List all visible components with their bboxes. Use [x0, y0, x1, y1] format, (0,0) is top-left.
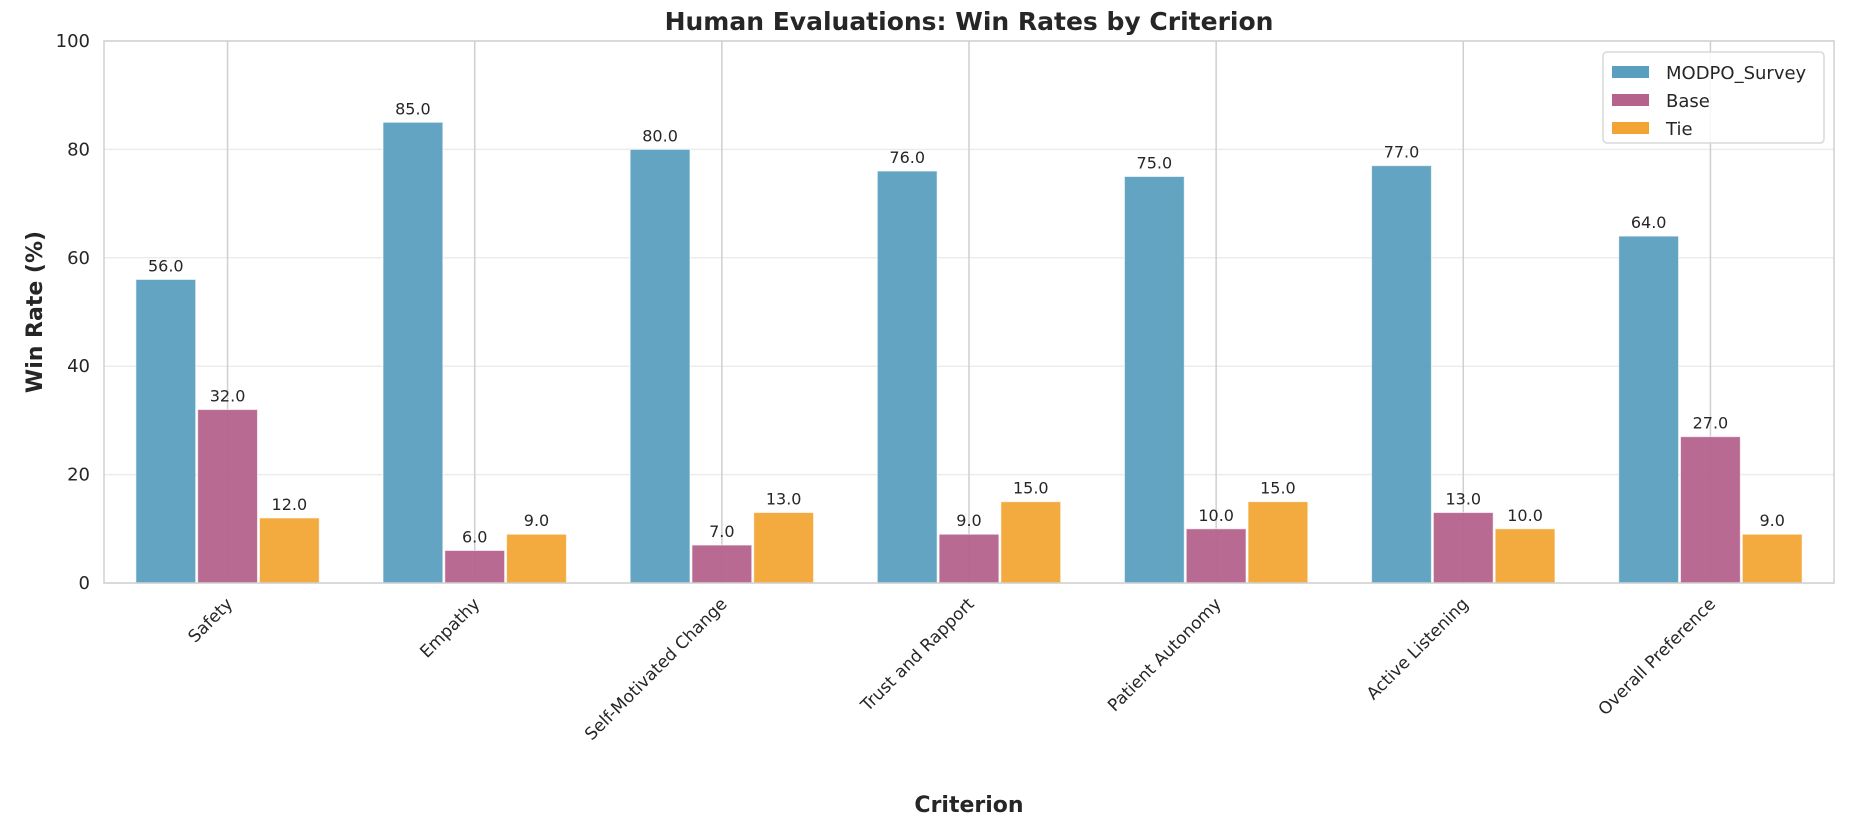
data-label: 27.0 [1693, 414, 1729, 433]
data-label: 9.0 [1759, 511, 1784, 530]
plot-frame [103, 40, 1835, 584]
legend: MODPO_Survey Base Tie [1602, 51, 1825, 144]
data-label: 9.0 [956, 511, 981, 530]
data-label: 77.0 [1384, 143, 1420, 162]
legend-label: Base [1666, 91, 1710, 112]
x-tick-label: Empathy [416, 594, 484, 662]
y-tick-label: 0 [79, 573, 90, 594]
bar-modpo-survey [629, 148, 691, 584]
legend-swatch-modpo-survey [1612, 66, 1649, 78]
grid [104, 40, 1834, 584]
legend-label: Tie [1665, 119, 1693, 140]
x-axis-label: Criterion [914, 793, 1023, 818]
x-tick-label: Safety [185, 594, 238, 647]
bar-base [444, 549, 506, 584]
bar-tie [506, 533, 567, 584]
x-tick-labels: Safety Empathy Self-Motivated Change Trust … [185, 594, 1720, 744]
legend-label: MODPO_Survey [1666, 63, 1807, 84]
bar-base [1432, 512, 1494, 584]
data-label: 12.0 [272, 495, 308, 514]
x-tick-label: Self-Motivated Change [581, 594, 731, 744]
data-label: 75.0 [1137, 154, 1173, 173]
legend-swatch-base [1612, 94, 1649, 106]
y-tick-label: 60 [67, 248, 90, 269]
data-label: 7.0 [709, 522, 734, 541]
bar-tie [1494, 528, 1556, 584]
x-tick-label: Active Listening [1363, 594, 1473, 704]
bar-tie [1741, 533, 1803, 584]
data-label: 76.0 [889, 148, 925, 167]
bar-tie [258, 517, 320, 584]
data-label: 13.0 [766, 490, 802, 509]
y-tick-label: 100 [56, 31, 90, 52]
bar-base [938, 533, 1000, 584]
chart-title: Human Evaluations: Win Rates by Criterio… [665, 7, 1274, 36]
y-tick-labels: 0 20 40 60 80 100 [56, 31, 90, 594]
y-tick-label: 20 [67, 465, 90, 486]
x-tick-label: Overall Preference [1595, 594, 1720, 719]
data-label: 10.0 [1198, 506, 1234, 525]
bar-base [1185, 528, 1247, 584]
bar-modpo-survey [382, 121, 444, 584]
data-label: 85.0 [395, 99, 431, 118]
data-label: 13.0 [1445, 490, 1481, 509]
data-label: 6.0 [462, 527, 487, 546]
data-labels: 56.0 85.0 80.0 76.0 75.0 77.0 64.0 32.0 6.0 7.0 9.… [148, 99, 1785, 546]
x-tick-label: Trust and Rapport [857, 594, 979, 716]
bar-tie [1247, 501, 1309, 584]
bars [135, 121, 1803, 584]
bar-modpo-survey [1618, 235, 1680, 584]
data-label: 15.0 [1260, 479, 1296, 498]
bar-modpo-survey [876, 170, 938, 584]
data-label: 64.0 [1631, 213, 1667, 232]
y-axis-label: Win Rate (%) [23, 231, 48, 393]
bar-modpo-survey [135, 278, 197, 584]
bar-modpo-survey [1123, 176, 1185, 584]
bar-tie [753, 512, 815, 584]
data-label: 80.0 [642, 126, 678, 145]
data-label: 15.0 [1013, 479, 1049, 498]
x-tick-label: Patient Autonomy [1104, 594, 1226, 716]
bar-base [691, 544, 753, 584]
y-tick-label: 40 [67, 356, 90, 377]
y-tick-label: 80 [67, 139, 90, 160]
data-label: 56.0 [148, 256, 184, 275]
data-label: 32.0 [210, 387, 246, 406]
bar-base [197, 409, 258, 584]
bar-modpo-survey [1371, 165, 1432, 584]
legend-swatch-tie [1612, 122, 1649, 134]
data-label: 9.0 [524, 511, 549, 530]
data-label: 10.0 [1507, 506, 1543, 525]
legend-frame [1602, 51, 1825, 144]
bar-base [1680, 436, 1741, 584]
bar-tie [1000, 501, 1062, 584]
